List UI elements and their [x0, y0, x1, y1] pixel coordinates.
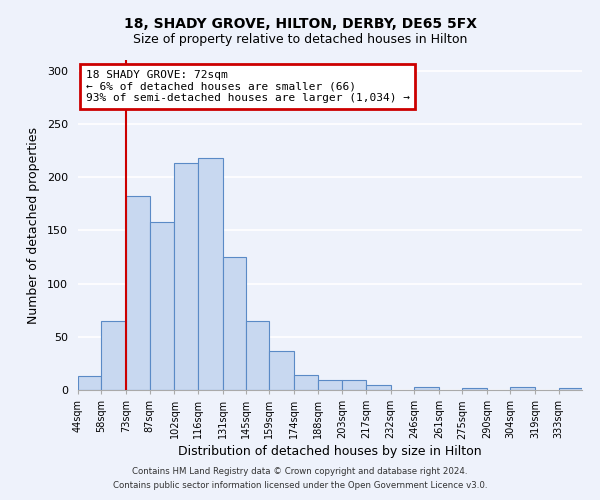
Bar [101, 321, 126, 390]
Bar [149, 222, 175, 390]
Bar [414, 387, 439, 390]
Text: Contains public sector information licensed under the Open Government Licence v3: Contains public sector information licen… [113, 481, 487, 490]
Bar [126, 196, 149, 390]
Bar [317, 380, 343, 390]
Text: 18, SHADY GROVE, HILTON, DERBY, DE65 5FX: 18, SHADY GROVE, HILTON, DERBY, DE65 5FX [124, 18, 476, 32]
Bar [246, 321, 269, 390]
Bar [198, 158, 223, 390]
Text: Contains HM Land Registry data © Crown copyright and database right 2024.: Contains HM Land Registry data © Crown c… [132, 467, 468, 476]
Bar [343, 380, 366, 390]
Bar [175, 164, 198, 390]
X-axis label: Distribution of detached houses by size in Hilton: Distribution of detached houses by size … [178, 446, 482, 458]
Bar [223, 257, 246, 390]
Bar [294, 375, 317, 390]
Bar [78, 376, 101, 390]
Bar [269, 350, 294, 390]
Bar [366, 384, 391, 390]
Y-axis label: Number of detached properties: Number of detached properties [27, 126, 40, 324]
Text: 18 SHADY GROVE: 72sqm
← 6% of detached houses are smaller (66)
93% of semi-detac: 18 SHADY GROVE: 72sqm ← 6% of detached h… [86, 70, 410, 103]
Bar [462, 388, 487, 390]
Bar [559, 388, 582, 390]
Bar [511, 387, 535, 390]
Text: Size of property relative to detached houses in Hilton: Size of property relative to detached ho… [133, 32, 467, 46]
